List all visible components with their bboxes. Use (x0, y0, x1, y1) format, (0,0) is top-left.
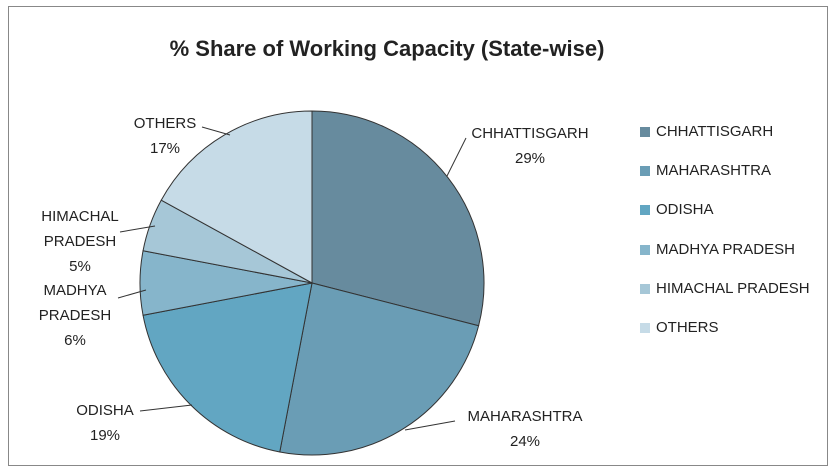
leader-line (119, 225, 156, 233)
data-label: HIMACHAL PRADESH 5% (35, 204, 125, 279)
data-label: MAHARASHTRA 24% (455, 404, 595, 454)
legend-label: CHHATTISGARH (656, 123, 774, 140)
chart-title: % Share of Working Capacity (State-wise) (170, 36, 605, 61)
legend-swatch (640, 283, 650, 294)
label-category: OTHERS (133, 115, 197, 132)
legend-swatch (640, 166, 650, 177)
data-label: MADHYA PRADESH 6% (30, 278, 120, 353)
leader-line (139, 404, 193, 412)
legend-swatch (640, 323, 650, 333)
label-value: 19% (89, 427, 121, 444)
data-label: ODISHA 19% (35, 398, 175, 448)
pie-slice (279, 282, 480, 456)
label-category: MADHYA PRADESH (38, 282, 112, 324)
legend-label: MAHARASHTRA (656, 162, 772, 180)
pie-slice (142, 282, 313, 453)
leader-line (404, 420, 456, 431)
legend-swatch (640, 205, 650, 216)
legend-label: HIMACHAL PRADESH (656, 279, 810, 297)
legend-swatch (640, 244, 650, 255)
label-value: 5% (69, 258, 91, 275)
leader-line (201, 126, 231, 136)
label-value: 24% (509, 433, 541, 450)
pie-slice (160, 110, 313, 284)
label-value: 17% (149, 140, 181, 157)
label-value: 6% (64, 332, 86, 349)
data-label: OTHERS 17% (95, 111, 235, 161)
label-category: CHHATTISGARH (471, 125, 589, 142)
pie-slice (311, 110, 485, 327)
label-value: 29% (514, 150, 546, 167)
data-label: CHHATTISGARH 29% (460, 121, 600, 171)
leader-line (446, 137, 467, 177)
legend-label: ODISHA (656, 201, 714, 219)
legend-label: OTHERS (656, 319, 719, 336)
leader-line (117, 289, 147, 299)
label-category: MAHARASHTRA (467, 408, 583, 425)
legend-label: MADHYA PRADESH (656, 240, 795, 258)
label-category: ODISHA (76, 402, 134, 419)
legend-swatch (640, 127, 650, 137)
label-category: HIMACHAL PRADESH (41, 208, 119, 250)
